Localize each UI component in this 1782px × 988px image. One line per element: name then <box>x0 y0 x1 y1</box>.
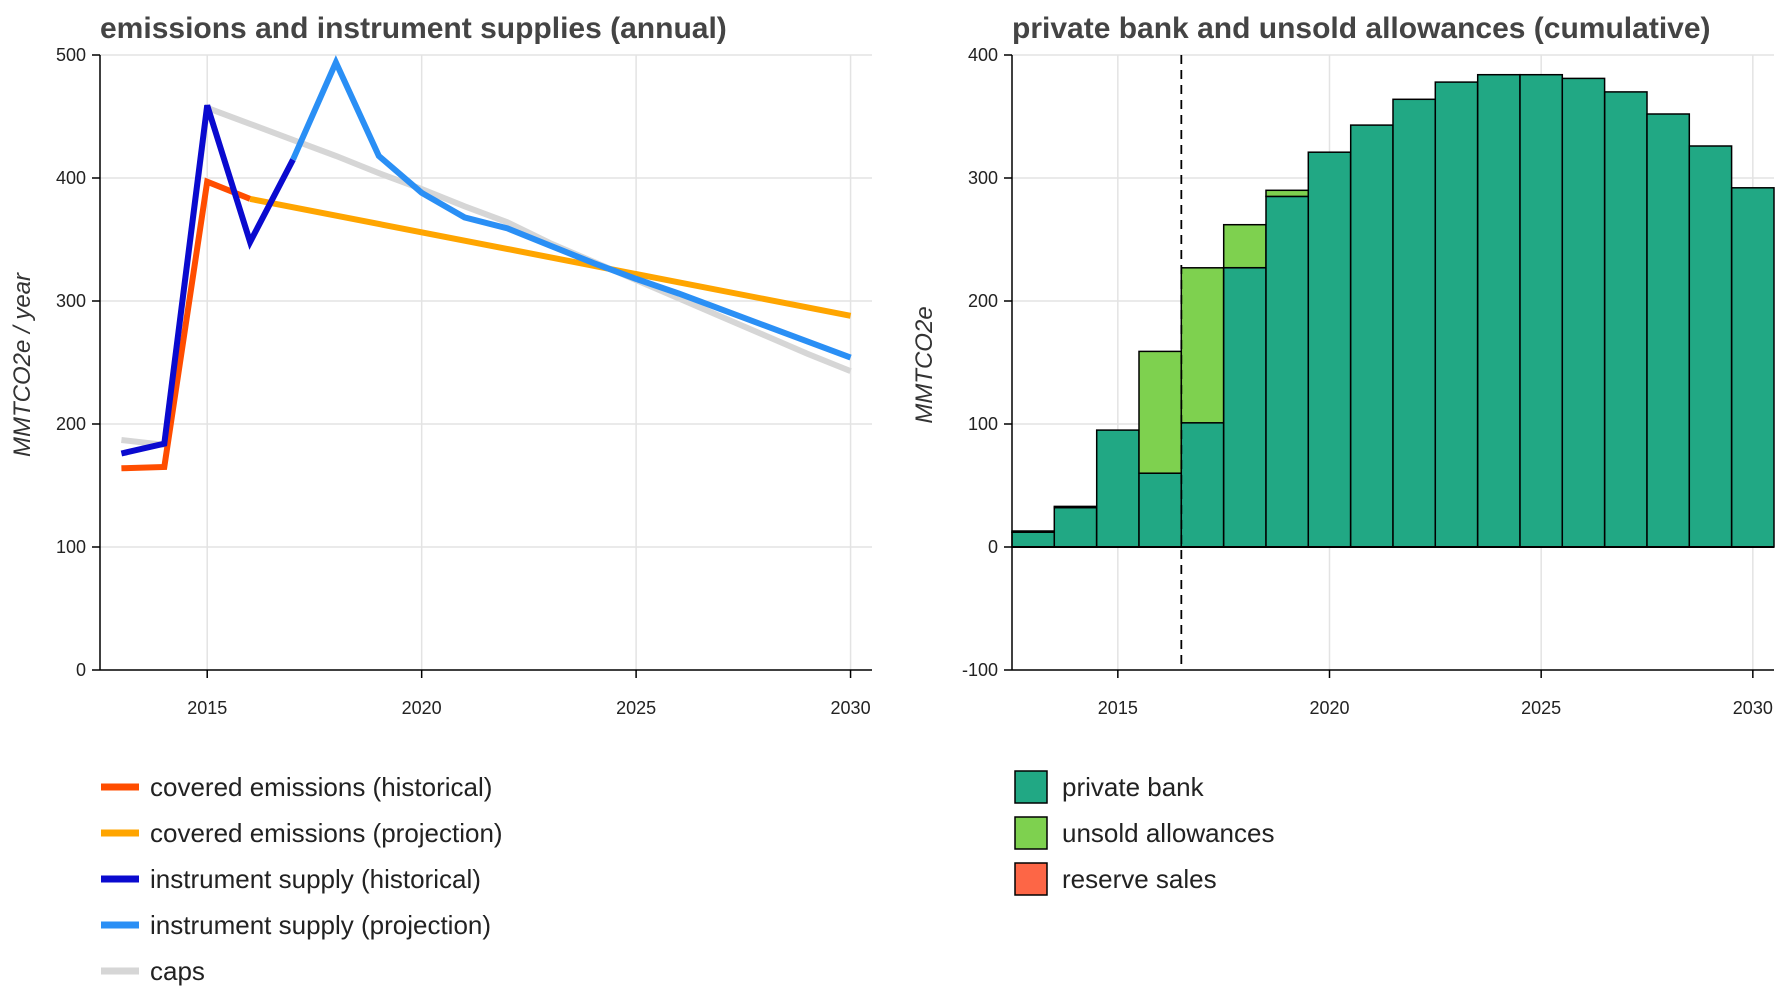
legend-swatch-private-bank <box>1014 770 1048 804</box>
cumulative-chart-title: private bank and unsold allowances (cumu… <box>1012 12 1711 45</box>
bar-private-bank-2017 <box>1180 422 1225 548</box>
legend-swatch-unsold-allowances <box>1014 816 1048 850</box>
y-tick-label: 0 <box>988 537 998 557</box>
bar-unsold-allowances-2013 <box>1011 530 1056 533</box>
bar-unsold-allowances-2017 <box>1180 267 1225 424</box>
annual-chart-grid <box>100 54 872 670</box>
bar-private-bank-2014 <box>1053 506 1098 548</box>
x-tick-label: 2030 <box>831 698 871 718</box>
series-line-instrument-supply-projection <box>290 55 852 361</box>
annual-chart: emissions and instrument supplies (annua… <box>9 12 872 986</box>
bar-private-bank-2026 <box>1561 77 1606 548</box>
bar-unsold-allowances-2014 <box>1053 505 1098 509</box>
x-tick-label: 2025 <box>1521 698 1561 718</box>
cumulative-chart-legend: private bank unsold allowances reserve sal… <box>1014 770 1274 896</box>
annual-chart-title: emissions and instrument supplies (annua… <box>100 12 727 45</box>
y-tick-label: 500 <box>56 45 86 65</box>
series-line-instrument-supply-historical <box>120 104 296 457</box>
bar-private-bank-2028 <box>1646 113 1691 548</box>
bar-unsold-allowances-2018 <box>1222 223 1267 269</box>
annual-chart-legend: covered emissions (historical) covered em… <box>101 772 503 986</box>
series-line-covered-emissions-projection <box>249 195 852 319</box>
bar-private-bank-2023 <box>1434 81 1479 548</box>
bar-private-bank-2024 <box>1476 73 1521 548</box>
bar-private-bank-2030 <box>1730 187 1775 548</box>
cumulative-chart: private bank and unsold allowances (cumu… <box>911 12 1775 896</box>
legend-label-reserve-sales: reserve sales <box>1062 864 1217 894</box>
y-tick-label: -100 <box>962 660 998 680</box>
legend-label-covered-emissions-historical: covered emissions (historical) <box>150 772 492 802</box>
bar-private-bank-2018 <box>1222 267 1267 548</box>
bar-private-bank-2022 <box>1392 98 1437 548</box>
cumulative-chart-axes: -100 0 100 200 300 400 2015 2020 2025 2030 <box>962 45 1774 718</box>
x-tick-label: 2030 <box>1733 698 1773 718</box>
annual-chart-series <box>120 55 852 472</box>
bar-private-bank-2015 <box>1095 429 1140 548</box>
annual-chart-y-axis-label: MMTCO2e / year <box>9 272 36 457</box>
y-tick-label: 100 <box>968 414 998 434</box>
bar-private-bank-2020 <box>1307 151 1352 548</box>
series-line-covered-emissions-historical <box>121 177 252 472</box>
legend-label-private-bank: private bank <box>1062 772 1205 802</box>
series-line-caps <box>121 103 852 449</box>
y-tick-label: 400 <box>968 45 998 65</box>
bar-private-bank-2025 <box>1519 73 1564 548</box>
bar-private-bank-2016 <box>1138 472 1183 548</box>
y-tick-label: 200 <box>56 414 86 434</box>
y-tick-label: 100 <box>56 537 86 557</box>
legend-label-caps: caps <box>150 956 205 986</box>
x-tick-label: 2020 <box>402 698 442 718</box>
bar-unsold-allowances-2019 <box>1265 189 1310 198</box>
legend-label-instrument-supply-projection: instrument supply (projection) <box>150 910 491 940</box>
y-tick-label: 0 <box>76 660 86 680</box>
x-tick-label: 2015 <box>1098 698 1138 718</box>
bar-private-bank-2027 <box>1603 91 1648 548</box>
y-tick-label: 300 <box>56 291 86 311</box>
annual-chart-axes: 0 100 200 300 400 500 2015 2020 2025 2030 <box>56 45 872 718</box>
legend-label-covered-emissions-projection: covered emissions (projection) <box>150 818 503 848</box>
x-tick-label: 2015 <box>187 698 227 718</box>
y-tick-label: 400 <box>56 168 86 188</box>
bar-private-bank-2013 <box>1011 531 1056 548</box>
x-tick-label: 2020 <box>1309 698 1349 718</box>
bar-unsold-allowances-2016 <box>1138 350 1183 474</box>
legend-label-unsold-allowances: unsold allowances <box>1062 818 1274 848</box>
bar-private-bank-2019 <box>1265 195 1310 548</box>
y-tick-label: 200 <box>968 291 998 311</box>
legend-swatch-reserve-sales <box>1014 862 1048 896</box>
bar-private-bank-2021 <box>1349 124 1394 548</box>
cumulative-chart-bars <box>1011 73 1775 548</box>
bar-private-bank-2029 <box>1688 145 1733 548</box>
cumulative-chart-y-axis-label: MMTCO2e <box>911 306 938 423</box>
x-tick-label: 2025 <box>616 698 656 718</box>
y-tick-label: 300 <box>968 168 998 188</box>
legend-label-instrument-supply-historical: instrument supply (historical) <box>150 864 481 894</box>
